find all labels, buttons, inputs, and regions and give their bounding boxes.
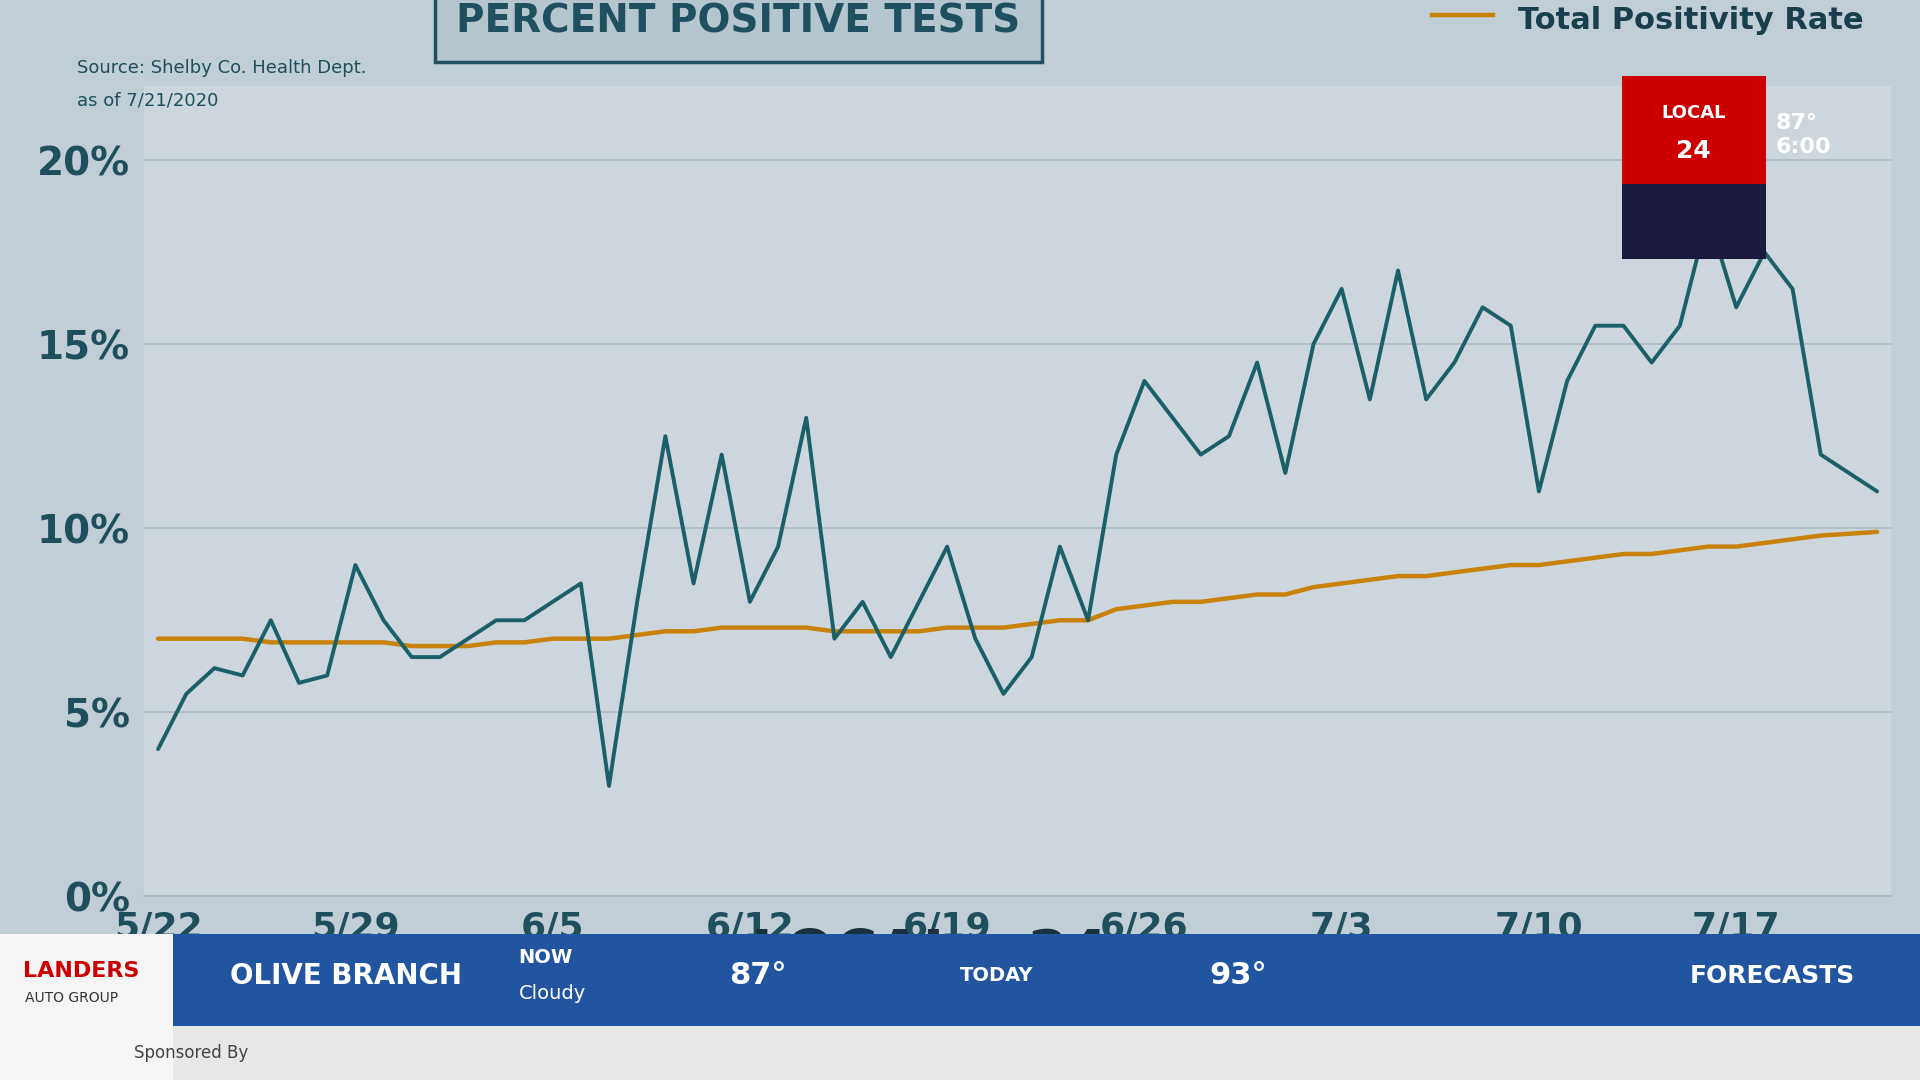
Text: as of 7/21/2020: as of 7/21/2020 bbox=[77, 92, 219, 110]
Text: Cloudy: Cloudy bbox=[518, 984, 586, 1003]
Text: 87°
6:00: 87° 6:00 bbox=[1776, 113, 1832, 157]
Text: 24: 24 bbox=[1676, 139, 1711, 163]
Text: Source: Shelby Co. Health Dept.: Source: Shelby Co. Health Dept. bbox=[77, 59, 367, 78]
Text: TODAY: TODAY bbox=[960, 966, 1033, 985]
Text: OLIVE BRANCH: OLIVE BRANCH bbox=[230, 961, 463, 989]
Text: abc: abc bbox=[970, 955, 1010, 974]
Text: LOCAL: LOCAL bbox=[1661, 105, 1726, 122]
Text: 93°: 93° bbox=[1210, 961, 1267, 990]
Text: 87°: 87° bbox=[730, 961, 787, 990]
Text: PERCENT POSITIVE TESTS: PERCENT POSITIVE TESTS bbox=[455, 2, 1020, 41]
Legend: Daily Positivity Rate, Total Positivity Rate: Daily Positivity Rate, Total Positivity … bbox=[1423, 0, 1876, 46]
Text: FORECASTS: FORECASTS bbox=[1690, 963, 1855, 987]
Text: LANDERS: LANDERS bbox=[23, 961, 140, 981]
Text: LOCAL: LOCAL bbox=[751, 928, 960, 984]
Text: NOW: NOW bbox=[518, 947, 572, 967]
Text: 24: 24 bbox=[1027, 928, 1108, 984]
Text: Sponsored By: Sponsored By bbox=[134, 1044, 250, 1062]
Text: AUTO GROUP: AUTO GROUP bbox=[25, 991, 119, 1005]
